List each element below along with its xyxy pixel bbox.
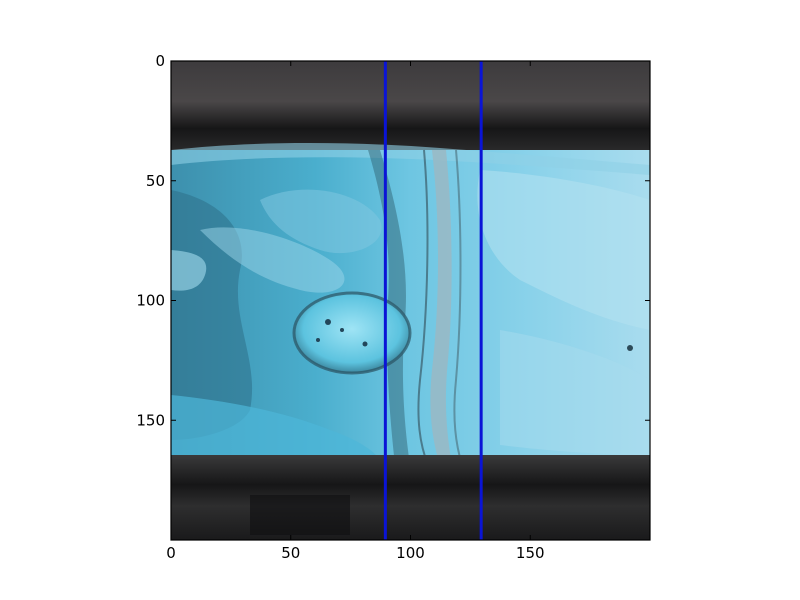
- x-axis-ticks: 0 50 100 150: [166, 61, 545, 562]
- y-tick-label-0: 0: [155, 52, 165, 70]
- vertical-lines: [383, 61, 483, 540]
- pipe-weld-image: [171, 61, 650, 540]
- y-axis-ticks: 0 50 100 150: [136, 52, 650, 429]
- x-tick-label-0: 0: [166, 544, 176, 562]
- y-tick-label-1: 50: [146, 172, 165, 190]
- x-tick-label-3: 150: [516, 544, 545, 562]
- x-tick-label-1: 50: [281, 544, 300, 562]
- x-tick-label-2: 100: [396, 544, 425, 562]
- y-tick-label-2: 100: [136, 292, 165, 310]
- y-tick-label-3: 150: [136, 411, 165, 429]
